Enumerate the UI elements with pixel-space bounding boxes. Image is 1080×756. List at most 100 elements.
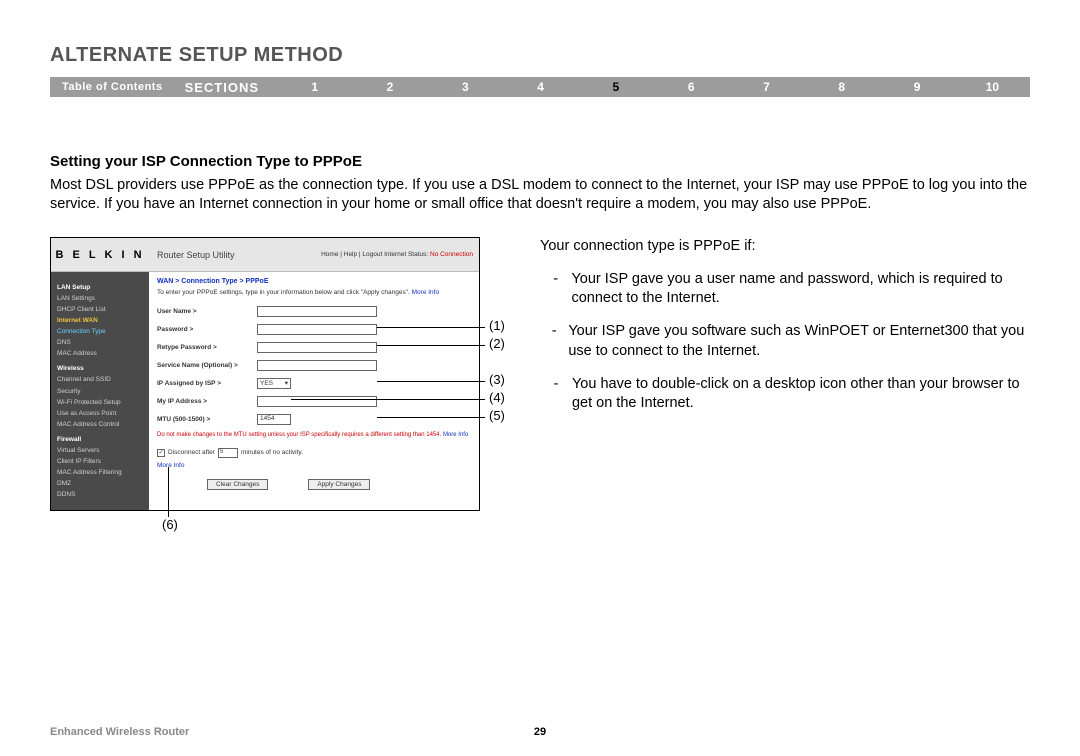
nav-num-1[interactable]: 1 [277, 80, 352, 94]
myip-input[interactable] [257, 396, 377, 407]
mtu-label: MTU (500-1500) > [157, 416, 257, 423]
field-username: User Name > [157, 302, 471, 320]
disconnect-suffix: minutes of no activity. [241, 449, 303, 456]
nav-toc-label[interactable]: Table of Contents [50, 81, 175, 93]
sidebar-item[interactable]: MAC Address Control [57, 419, 143, 430]
callout-4-label: (4) [489, 390, 505, 405]
nav-num-10[interactable]: 10 [955, 80, 1030, 94]
sidebar-item[interactable]: Internet WAN [57, 315, 143, 326]
sidebar-item-active[interactable]: Connection Type [57, 326, 143, 337]
mtu-input[interactable]: 1454 [257, 414, 291, 425]
bullet-dash-icon: - [540, 375, 572, 413]
callout-6-label: (6) [162, 517, 178, 532]
bullet-text: You have to double-click on a desktop ic… [572, 375, 1030, 413]
nav-num-7[interactable]: 7 [729, 80, 804, 94]
right-intro: Your connection type is PPPoE if: [540, 237, 1030, 256]
password-input[interactable] [257, 324, 377, 335]
router-ui-screenshot: B E L K I N Router Setup Utility Home | … [50, 237, 480, 511]
body-paragraph: Most DSL providers use PPPoE as the conn… [50, 176, 1030, 213]
sidebar-item[interactable]: Firewall [57, 434, 143, 445]
sidebar-item[interactable]: MAC Address [57, 348, 143, 359]
bullet-dash-icon: - [540, 322, 568, 360]
disconnect-checkbox[interactable]: ✓ [157, 449, 165, 457]
assigned-label: IP Assigned by ISP > [157, 380, 257, 387]
mtu-note-text: Do not make changes to the MTU setting u… [157, 432, 443, 438]
sidebar-item[interactable]: Security [57, 386, 143, 397]
ss-sidebar: LAN Setup LAN Settings DHCP Client List … [51, 272, 149, 510]
field-myip: My IP Address > [157, 392, 471, 410]
nav-num-4[interactable]: 4 [503, 80, 578, 94]
field-retype: Retype Password > [157, 338, 471, 356]
field-mtu: MTU (500-1500) > 1454 [157, 410, 471, 428]
assigned-select[interactable]: YES ▾ [257, 378, 291, 389]
nav-num-5[interactable]: 5 [578, 80, 653, 94]
sidebar-item[interactable]: DNS [57, 337, 143, 348]
chevron-down-icon: ▾ [285, 379, 288, 387]
bullet-text: Your ISP gave you software such as WinPO… [568, 322, 1030, 360]
sidebar-item[interactable]: Virtual Servers [57, 445, 143, 456]
more-info-link[interactable]: More Info [412, 289, 439, 296]
sidebar-item[interactable]: DHCP Client List [57, 304, 143, 315]
disconnect-row: ✓ Disconnect after 5 minutes of no activ… [157, 448, 471, 458]
field-password: Password > [157, 320, 471, 338]
ss-hint: To enter your PPPoE settings, type in yo… [157, 289, 471, 296]
bullet-row: - Your ISP gave you a user name and pass… [540, 270, 1030, 308]
field-service: Service Name (Optional) > [157, 356, 471, 374]
ss-status-badge: No Connection [430, 251, 473, 258]
ss-hint-text: To enter your PPPoE settings, type in yo… [157, 289, 412, 296]
callout-3-label: (3) [489, 372, 505, 387]
sidebar-item[interactable]: Wi-Fi Protected Setup [57, 397, 143, 408]
section-heading: Setting your ISP Connection Type to PPPo… [50, 153, 1030, 170]
manual-page: ALTERNATE SETUP METHOD Table of Contents… [0, 0, 1080, 756]
more-info-link[interactable]: More Info [443, 432, 468, 438]
breadcrumb: WAN > Connection Type > PPPoE [157, 278, 471, 285]
sidebar-item[interactable]: MAC Address Filtering [57, 467, 143, 478]
sidebar-item[interactable]: Wireless [57, 363, 143, 374]
sidebar-item[interactable]: DMZ [57, 478, 143, 489]
disconnect-minutes-input[interactable]: 5 [218, 448, 238, 458]
sidebar-item[interactable]: DDNS [57, 489, 143, 500]
ss-header-links[interactable]: Home | Help | Logout Internet Status: [321, 251, 428, 258]
nav-num-9[interactable]: 9 [879, 80, 954, 94]
nav-num-2[interactable]: 2 [352, 80, 427, 94]
disconnect-prefix: Disconnect after [168, 449, 215, 456]
service-label: Service Name (Optional) > [157, 362, 257, 369]
bullet-row: - Your ISP gave you software such as Win… [540, 322, 1030, 360]
nav-bar: Table of Contents SECTIONS 1 2 3 4 5 6 7… [50, 77, 1030, 97]
retype-input[interactable] [257, 342, 377, 353]
service-input[interactable] [257, 360, 377, 371]
nav-num-8[interactable]: 8 [804, 80, 879, 94]
screenshot-column: B E L K I N Router Setup Utility Home | … [50, 237, 500, 537]
mtu-note: Do not make changes to the MTU setting u… [157, 432, 471, 440]
page-footer: Enhanced Wireless Router 29 [50, 726, 1030, 738]
nav-num-3[interactable]: 3 [428, 80, 503, 94]
apply-changes-button[interactable]: Apply Changes [308, 479, 370, 490]
field-assigned: IP Assigned by ISP > YES ▾ [157, 374, 471, 392]
callout-2-label: (2) [489, 336, 505, 351]
more-info-link[interactable]: More Info [157, 462, 184, 469]
ss-main-panel: WAN > Connection Type > PPPoE To enter y… [149, 272, 479, 510]
two-column-layout: B E L K I N Router Setup Utility Home | … [50, 237, 1030, 537]
callout-4: (4) [489, 390, 505, 405]
callout-6-wrap: (6) [50, 511, 500, 537]
callout-2: (2) [489, 336, 505, 351]
ss-header: B E L K I N Router Setup Utility Home | … [51, 238, 479, 272]
sidebar-item[interactable]: Channel and SSID [57, 374, 143, 385]
sidebar-item[interactable]: Client IP Filters [57, 456, 143, 467]
username-input[interactable] [257, 306, 377, 317]
ss-header-right: Home | Help | Logout Internet Status: No… [321, 251, 479, 258]
assigned-value: YES [260, 380, 273, 387]
bullet-text: Your ISP gave you a user name and passwo… [571, 270, 1030, 308]
password-label: Password > [157, 326, 257, 333]
callout-1-label: (1) [489, 318, 505, 333]
sidebar-item[interactable]: Use as Access Point [57, 408, 143, 419]
clear-changes-button[interactable]: Clear Changes [207, 479, 268, 490]
callout-1: (1) [489, 318, 505, 333]
sidebar-item[interactable]: LAN Setup [57, 282, 143, 293]
belkin-logo: B E L K I N [51, 249, 149, 261]
sidebar-item[interactable]: LAN Settings [57, 293, 143, 304]
ss-header-title: Router Setup Utility [149, 250, 321, 260]
username-label: User Name > [157, 308, 257, 315]
nav-section-numbers: 1 2 3 4 5 6 7 8 9 10 [277, 80, 1030, 94]
nav-num-6[interactable]: 6 [654, 80, 729, 94]
